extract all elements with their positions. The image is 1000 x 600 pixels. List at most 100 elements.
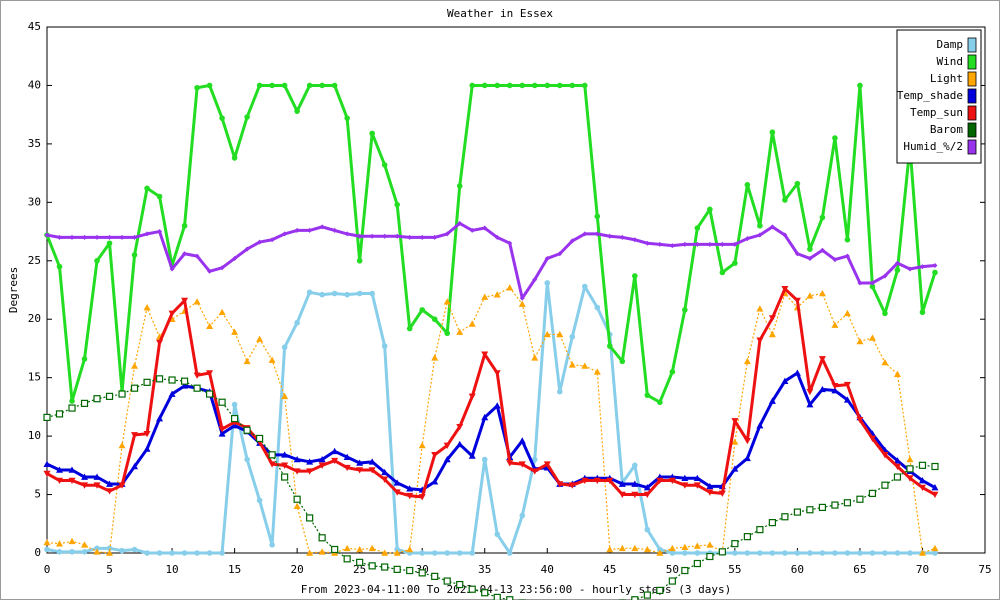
data-point <box>369 233 375 239</box>
data-point <box>731 418 739 425</box>
data-point <box>757 222 763 229</box>
data-point <box>118 390 126 398</box>
data-point <box>606 477 614 485</box>
data-point <box>94 257 100 264</box>
data-point <box>268 356 276 363</box>
data-point <box>843 381 851 389</box>
data-point <box>618 480 626 487</box>
data-point <box>218 308 226 316</box>
data-point <box>931 491 939 499</box>
data-point <box>244 246 250 252</box>
data-point <box>694 550 701 556</box>
data-point <box>443 577 451 585</box>
data-point <box>594 213 601 220</box>
data-point <box>531 354 539 361</box>
data-point <box>506 284 514 291</box>
data-point <box>782 232 788 238</box>
data-point <box>456 423 464 431</box>
data-point <box>569 238 575 244</box>
data-point <box>531 456 538 463</box>
data-point <box>169 266 175 272</box>
data-point <box>419 234 425 240</box>
data-point <box>618 491 626 499</box>
x-tick-label: 15 <box>228 563 241 576</box>
data-point <box>731 438 739 445</box>
legend-label: Wind <box>937 55 964 68</box>
data-point <box>382 233 388 239</box>
data-point <box>931 484 939 491</box>
data-point <box>368 562 376 570</box>
x-tick-label: 70 <box>916 563 929 576</box>
data-point <box>518 437 526 444</box>
data-point <box>818 503 827 512</box>
data-point <box>643 591 651 599</box>
data-point <box>419 307 426 313</box>
data-point <box>706 541 714 548</box>
data-point <box>831 383 839 390</box>
data-point <box>393 549 401 556</box>
data-point <box>157 229 163 235</box>
data-point <box>269 542 275 548</box>
y-axis-label: Degrees <box>7 267 20 313</box>
data-point <box>431 550 438 556</box>
y-tick-label: 20 <box>28 312 41 325</box>
x-tick-label: 75 <box>978 563 991 576</box>
data-point <box>619 234 625 240</box>
data-point <box>756 526 764 534</box>
data-point <box>94 234 100 240</box>
data-point <box>307 227 313 233</box>
data-point <box>331 290 338 297</box>
data-point <box>556 330 564 338</box>
data-point <box>68 404 76 412</box>
data-point <box>456 580 464 589</box>
data-point <box>819 247 825 253</box>
data-point <box>57 234 63 240</box>
data-point <box>694 225 701 231</box>
data-point <box>81 541 89 548</box>
data-point <box>531 82 538 89</box>
data-point <box>706 482 714 490</box>
data-point <box>456 183 463 189</box>
data-point <box>869 550 876 556</box>
data-point <box>130 384 139 392</box>
data-point <box>193 372 201 379</box>
data-point <box>643 484 651 491</box>
data-point <box>481 589 489 597</box>
data-point <box>657 241 663 247</box>
data-point <box>743 533 751 541</box>
y-tick-label: 45 <box>28 20 41 33</box>
data-point <box>669 369 676 375</box>
data-point <box>681 543 689 550</box>
data-point <box>832 135 838 141</box>
data-point <box>93 473 101 480</box>
data-point <box>657 399 663 406</box>
data-point <box>906 465 914 473</box>
data-point <box>856 337 864 345</box>
data-point <box>844 236 851 243</box>
chart-title: Weather in Essex <box>447 7 553 20</box>
data-point <box>919 309 926 316</box>
data-point <box>369 290 375 297</box>
data-point <box>669 550 676 556</box>
data-point <box>632 462 638 469</box>
data-point <box>857 550 863 556</box>
data-point <box>155 375 164 383</box>
data-point <box>244 456 250 463</box>
data-point <box>906 455 914 463</box>
data-point <box>769 129 776 135</box>
data-point <box>332 227 338 233</box>
data-point <box>593 368 601 375</box>
data-point <box>668 577 676 585</box>
data-point <box>343 464 351 472</box>
data-point <box>143 304 151 311</box>
data-point <box>68 537 76 545</box>
data-point <box>556 388 563 395</box>
data-point <box>868 334 876 341</box>
data-point <box>106 480 114 487</box>
data-point <box>418 441 426 449</box>
data-point <box>507 240 513 246</box>
data-point <box>668 544 676 552</box>
data-point <box>168 376 176 384</box>
data-point <box>119 547 125 554</box>
x-axis-label: From 2023-04-11:00 To 2023-04-13 23:56:0… <box>301 583 731 596</box>
